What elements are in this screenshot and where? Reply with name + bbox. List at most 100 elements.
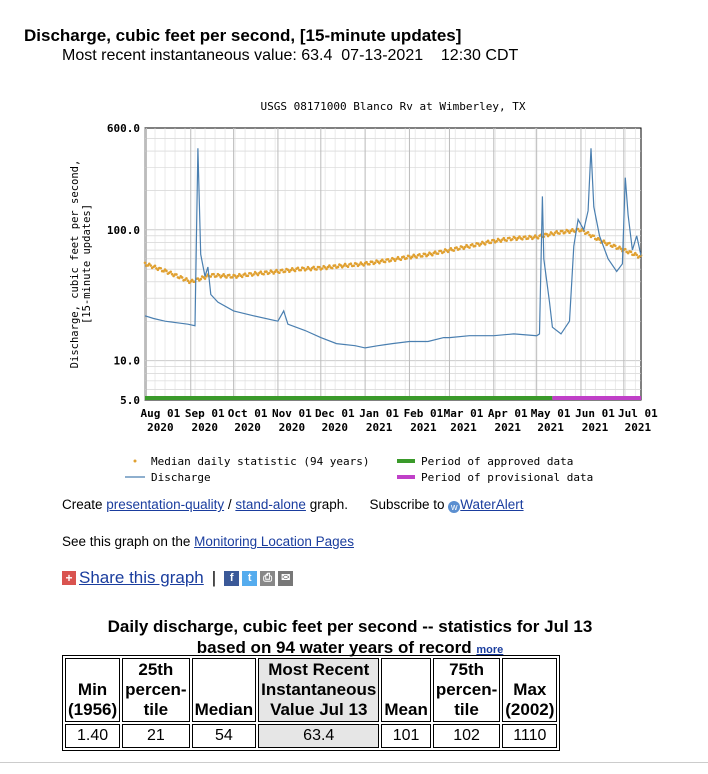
x-tick-label: 2021 (537, 421, 564, 434)
discharge-chart: USGS 08171000 Blanco Rv at Wimberley, TX… (69, 100, 658, 484)
median-point (256, 273, 260, 277)
median-point (571, 227, 574, 231)
monitoring-location-link[interactable]: Monitoring Location Pages (194, 534, 354, 549)
x-tick-label: 2021 (366, 421, 393, 434)
median-point (230, 276, 234, 279)
median-point (318, 265, 321, 269)
median-point (518, 235, 521, 238)
median-point (296, 266, 300, 270)
stats-header-cell: Median (191, 658, 257, 722)
y-tick-label: 600.0 (107, 122, 140, 135)
median-point (386, 257, 390, 261)
y-axis-label: [15-minute updates] (81, 204, 93, 324)
median-point (315, 268, 318, 271)
legend-label: Period of provisional data (421, 471, 593, 484)
median-point (602, 239, 606, 242)
median-point (532, 236, 536, 239)
y-tick-label: 10.0 (114, 355, 141, 368)
median-point (262, 272, 265, 276)
more-link[interactable]: more (476, 644, 504, 656)
median-point (561, 229, 564, 233)
chart-title: USGS 08171000 Blanco Rv at Wimberley, TX (261, 100, 526, 113)
median-point (293, 269, 297, 273)
median-point (603, 241, 607, 245)
median-point (249, 272, 253, 275)
median-point (270, 270, 274, 274)
median-point (402, 255, 406, 258)
page-title: Discharge, cubic feet per second, [15-mi… (24, 26, 462, 45)
median-point (421, 255, 424, 258)
median-point (328, 264, 331, 267)
median-point (533, 234, 537, 237)
stats-table: Min (1956) 25th percen-tile Median Most Recen… (62, 655, 561, 751)
median-point (513, 236, 517, 240)
twitter-icon[interactable]: t (242, 570, 258, 586)
median-point (471, 242, 474, 246)
median-point (526, 237, 530, 240)
median-point (378, 261, 381, 265)
median-point (342, 264, 345, 267)
median-point (365, 260, 368, 264)
legend-period-swatch (397, 459, 415, 463)
median-point (196, 277, 200, 280)
median-point (393, 259, 397, 263)
median-point (265, 270, 268, 273)
share-separator: | (211, 568, 217, 587)
median-point (405, 257, 408, 260)
email-icon[interactable]: ✉ (278, 570, 294, 586)
median-point (623, 247, 627, 251)
median-point (246, 274, 250, 278)
median-point (352, 264, 355, 268)
median-point (479, 242, 483, 246)
median-point (618, 245, 621, 249)
median-point (236, 274, 240, 278)
median-point (286, 268, 290, 272)
x-tick-label: 2020 (147, 421, 174, 434)
median-point (449, 246, 453, 250)
stats-header-cell: Mean (381, 658, 431, 722)
stats-title: Daily discharge, cubic feet per second -… (107, 617, 593, 657)
median-point (149, 264, 153, 267)
stats-value-cell: 63.4 (258, 724, 380, 748)
median-point (502, 236, 506, 240)
median-point (629, 250, 633, 254)
median-point (186, 279, 190, 282)
facebook-icon[interactable]: f (224, 570, 240, 586)
median-point (336, 265, 340, 269)
median-point (495, 239, 498, 243)
median-point (473, 244, 477, 248)
median-point (389, 259, 393, 262)
median-point (529, 235, 533, 239)
median-point (463, 245, 467, 249)
median-point (508, 236, 511, 240)
water-alert-link[interactable]: WaterAlert (460, 497, 524, 512)
median-point (185, 277, 188, 280)
median-point (349, 262, 353, 266)
stats-value-cell: 102 (432, 724, 501, 748)
stand-alone-link[interactable]: stand-alone (235, 497, 306, 512)
stats-header-row: Min (1956) 25th percen-tile Median Most Recen… (65, 658, 558, 722)
x-tick-label: Nov 01 (272, 407, 312, 420)
median-point (143, 261, 147, 265)
median-point (476, 242, 480, 245)
median-point (180, 276, 184, 279)
presentation-quality-link[interactable]: presentation-quality (106, 497, 225, 512)
median-point (452, 249, 456, 252)
median-point (299, 268, 303, 272)
median-point (170, 272, 174, 276)
median-point (333, 264, 337, 267)
x-tick-label: 2020 (322, 421, 349, 434)
median-point (635, 253, 639, 257)
median-point (431, 253, 434, 257)
median-point (343, 262, 347, 266)
stats-header-cell: Min (1956) (65, 658, 121, 722)
share-graph-link[interactable]: Share this graph (79, 568, 204, 587)
median-point (608, 241, 611, 245)
print-icon[interactable]: ⎙ (260, 570, 276, 586)
median-point (588, 233, 591, 237)
median-point (370, 260, 374, 264)
stats-header-cell: Max (2002) (502, 658, 558, 722)
median-point (576, 227, 580, 231)
median-point (278, 271, 281, 275)
median-point (218, 273, 221, 277)
